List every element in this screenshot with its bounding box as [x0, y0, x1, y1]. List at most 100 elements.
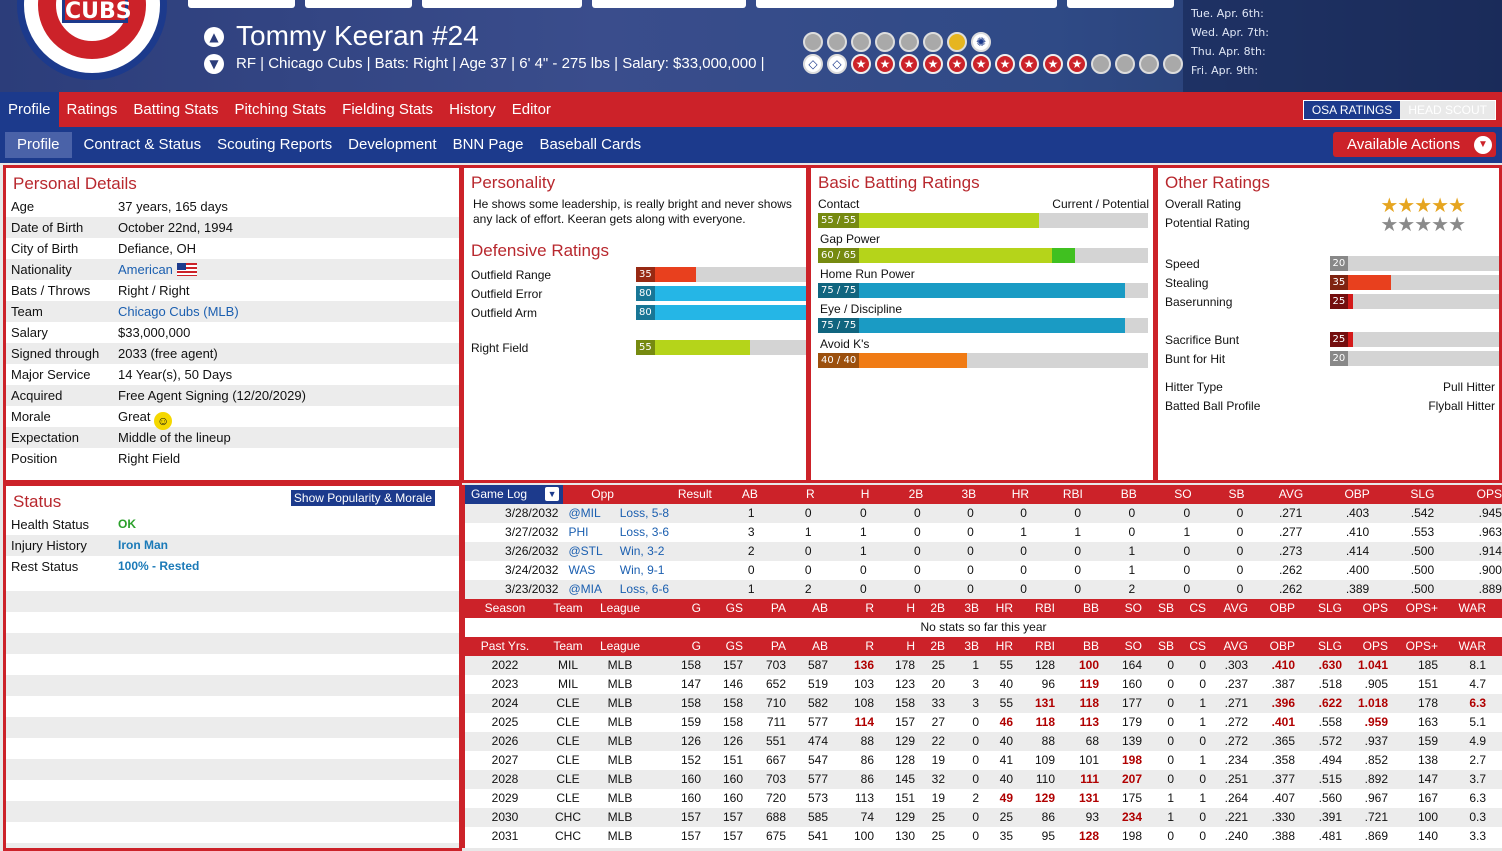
batting-rating-label: Home Run Power: [820, 267, 915, 281]
subtab-profile[interactable]: Profile: [5, 132, 72, 158]
batting-rating-bar: 60 / 65: [818, 248, 1148, 263]
past-year-row: 2031 CHC MLB 157 157 675 541 100 130 25 0 35 95 128 19…: [491, 829, 1486, 843]
tab-batting-stats[interactable]: Batting Stats: [133, 101, 219, 118]
potential-rating-stars: ★★★★★: [1380, 214, 1466, 236]
show-popularity-button[interactable]: Show Popularity & Morale: [290, 490, 435, 506]
personal-details-panel: Personal Details Age 37 years, 165 days Da…: [3, 165, 462, 483]
top-tab[interactable]: [305, 0, 412, 8]
subtab-development[interactable]: Development: [348, 136, 437, 153]
detail-label: Team: [11, 304, 43, 319]
tab-fielding-stats[interactable]: Fielding Stats: [342, 101, 434, 118]
game-log-row: 3/24/2032 WAS Win, 9-1 0 0 0 0 0 0 0 1 0 0.262.400.5…: [505, 563, 1502, 577]
star-icon: ★: [947, 54, 967, 74]
game-result-icon: ✺: [971, 32, 991, 52]
schedule-date: Wed. Apr. 7th:: [1191, 26, 1269, 39]
status-panel: Status Show Popularity & Morale Health S…: [3, 483, 462, 851]
panel-title: Personal Details: [13, 174, 137, 193]
next-player-icon[interactable]: ▼: [204, 54, 224, 74]
tab-ratings[interactable]: Ratings: [66, 101, 118, 118]
column-label: Current / Potential: [1052, 197, 1149, 211]
other-rating-row: Stealing 35: [1158, 273, 1499, 292]
batted-ball-value: Flyball Hitter: [1428, 399, 1495, 413]
status-row: Injury History Iron Man: [6, 535, 459, 556]
panel-title: Personality: [471, 173, 556, 192]
tab-editor[interactable]: Editor: [511, 101, 551, 118]
past-year-row: 2026 CLE MLB 126 126 551 474 88 129 22 0 40 88 68 139 0…: [465, 732, 1502, 751]
past-year-row: 2025 CLE MLB 159 158 711 577 114 157 27 0 46 118 113 1…: [491, 715, 1486, 729]
detail-value: Middle of the lineup: [118, 430, 231, 445]
panel-title: Status: [13, 492, 62, 511]
player-info-line: RF | Chicago Cubs | Bats: Right | Age 37…: [236, 55, 765, 72]
detail-value: American: [118, 259, 197, 280]
other-rating-row: Baserunning 25: [1158, 292, 1499, 311]
detail-label: Bats / Throws: [11, 283, 91, 298]
tab-history[interactable]: History: [449, 101, 496, 118]
season-empty: No stats so far this year: [920, 620, 1047, 634]
season-stats-header: Season Team League G GS PA AB R H 2B 3B HR RBI BB SO SB…: [465, 599, 1502, 618]
stats-tables: Game Log ▼ Opp Result AB R H 2B 3B HR RBI BB SO SB AV…: [462, 485, 1502, 848]
detail-value: Defiance, OH: [118, 241, 197, 256]
detail-label: Signed through: [11, 346, 100, 361]
top-tab[interactable]: [422, 0, 582, 8]
top-tab[interactable]: [1067, 0, 1174, 8]
sub-tabs: Profile Contract & Status Scouting Repor…: [0, 127, 1502, 163]
rating-bar-fill: [636, 267, 696, 282]
tab-profile[interactable]: Profile: [0, 92, 59, 127]
past-year-row: 2028 CLE MLB 160 160 703 577 86 145 32 0 40 110 111 20…: [465, 770, 1502, 789]
available-actions-button[interactable]: Available Actions ▼: [1333, 132, 1496, 157]
main-tabs: Profile Ratings Batting Stats Pitching S…: [0, 92, 1502, 127]
streak-icon: [1115, 54, 1135, 74]
game-log-dropdown[interactable]: Game Log ▼: [465, 485, 564, 504]
defense-rating-row: Outfield Range 35: [464, 265, 806, 284]
column-label: Contact: [818, 197, 860, 211]
detail-row: Nationality American: [6, 259, 459, 280]
batting-rating-bar: 55 / 55: [818, 213, 1148, 228]
top-tab[interactable]: [188, 0, 295, 8]
detail-row: Expectation Middle of the lineup: [6, 427, 459, 448]
game-log-header: Game Log ▼ Opp Result AB R H 2B 3B HR RBI BB SO SB AV…: [465, 485, 1502, 504]
upcoming-schedule: Tue. Apr. 6th: Wed. Apr. 7th: Thu. Apr. …: [1183, 0, 1502, 92]
detail-label: Age: [11, 199, 35, 214]
potential-rating-label: Potential Rating: [1165, 216, 1250, 230]
star-icon: ★: [899, 54, 919, 74]
panel-title: Basic Batting Ratings: [818, 173, 980, 192]
batting-rating-label: Avoid K's: [820, 337, 870, 351]
game-result-icon: [899, 32, 919, 52]
head-scout-button[interactable]: HEAD SCOUT: [1400, 101, 1495, 119]
chevron-down-icon: ▼: [1474, 136, 1492, 154]
detail-row: Signed through 2033 (free agent): [6, 343, 459, 364]
detail-row: Position Right Field: [6, 448, 459, 469]
detail-row: Bats / Throws Right / Right: [6, 280, 459, 301]
detail-label: Position: [11, 451, 58, 466]
other-rating-row: Sacrifice Bunt 25: [1158, 330, 1499, 349]
tab-pitching-stats[interactable]: Pitching Stats: [234, 101, 327, 118]
detail-value: Free Agent Signing (12/20/2029): [118, 388, 306, 403]
detail-label: Date of Birth: [11, 220, 84, 235]
defense-rating-row: Outfield Arm 80: [464, 303, 806, 322]
star-icon: ★: [851, 54, 871, 74]
osa-ratings-button[interactable]: OSA RATINGS: [1303, 101, 1401, 119]
personality-panel: Personality He shows some leadership, is…: [461, 165, 809, 483]
overall-rating-stars: ★★★★★: [1380, 195, 1466, 217]
previous-player-icon[interactable]: ▲: [204, 27, 224, 47]
rating-bar-fill: [1329, 294, 1354, 309]
top-tab[interactable]: [592, 0, 746, 8]
top-tab[interactable]: [756, 0, 1057, 8]
detail-row: Age 37 years, 165 days: [6, 196, 459, 217]
detail-row: Acquired Free Agent Signing (12/20/2029): [6, 385, 459, 406]
detail-label: City of Birth: [11, 241, 79, 256]
detail-row: Major Service 14 Year(s), 50 Days: [6, 364, 459, 385]
star-icon: ★: [995, 54, 1015, 74]
past-year-row: 2027 CLE MLB 152 151 667 547 86 128 19 0 41 109 101 19…: [491, 753, 1486, 767]
detail-label: Expectation: [11, 430, 79, 445]
schedule-date: Tue. Apr. 6th:: [1191, 7, 1264, 20]
past-year-row: 2029 CLE MLB 160 160 720 573 113 151 19 2 49 129 131 1…: [491, 791, 1486, 805]
subtab-scouting-reports[interactable]: Scouting Reports: [217, 136, 333, 153]
personality-text: He shows some leadership, is really brig…: [473, 197, 792, 226]
game-result-icon: [875, 32, 895, 52]
subtab-contract-status[interactable]: Contract & Status: [83, 136, 202, 153]
star-icon: ★: [1019, 54, 1039, 74]
subtab-baseball-cards[interactable]: Baseball Cards: [539, 136, 642, 153]
team-logo: CUBS: [17, 0, 167, 80]
subtab-bnn-page[interactable]: BNN Page: [452, 136, 524, 153]
